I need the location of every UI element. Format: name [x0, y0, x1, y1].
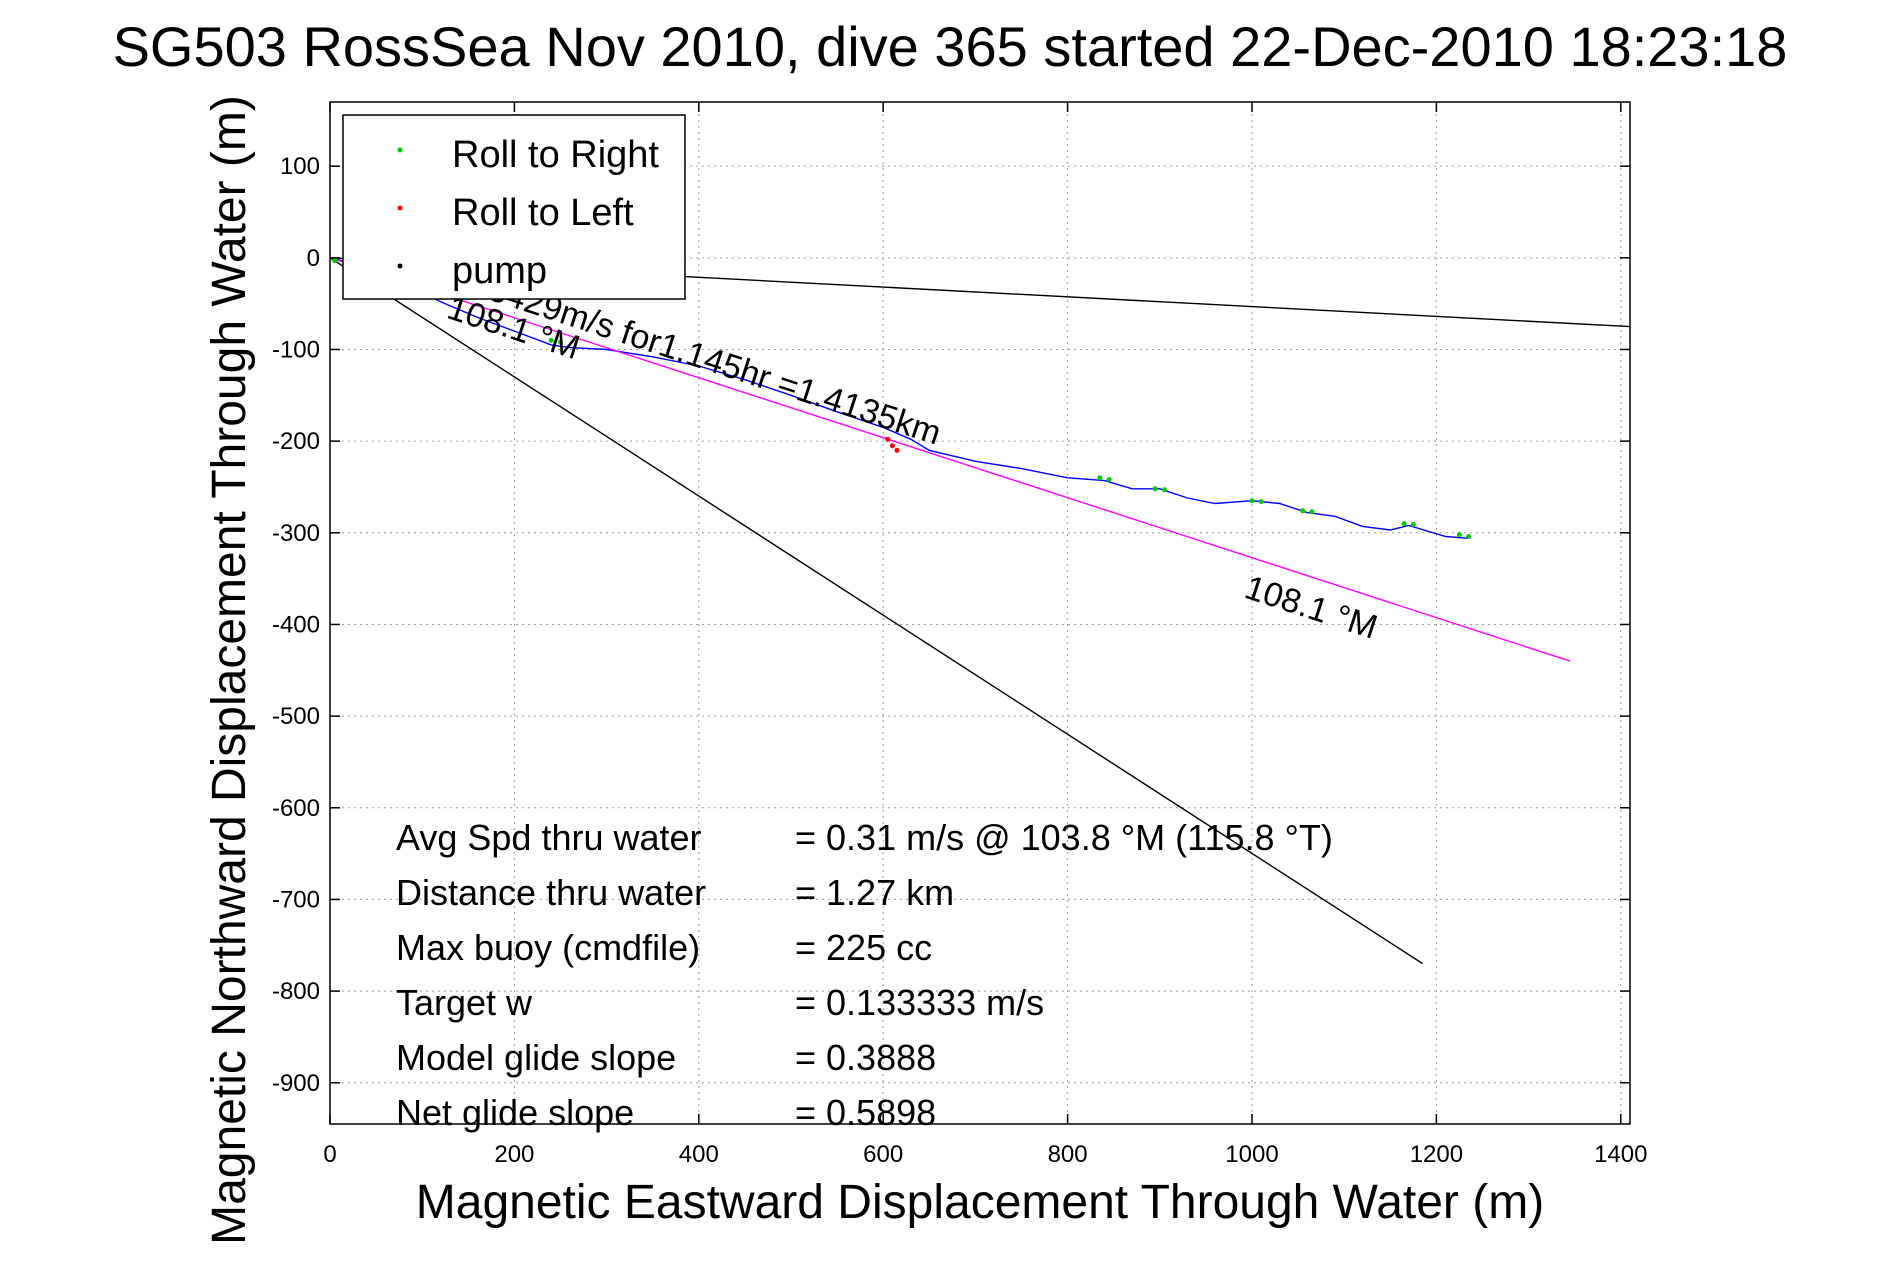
stat-value: = 0.3888: [795, 1037, 936, 1078]
series-line: [329, 257, 1571, 662]
roll-marker-right: [1249, 498, 1255, 504]
roll-marker-left: [894, 447, 900, 453]
legend-label: Roll to Right: [452, 134, 659, 176]
stat-value: = 225 cc: [795, 927, 932, 968]
stat-label: Max buoy (cmdfile): [396, 927, 700, 968]
y-tick-label: -400: [272, 611, 320, 638]
roll-marker-right: [548, 337, 554, 343]
y-tick-label: -700: [272, 886, 320, 913]
roll-marker-left: [885, 436, 891, 442]
roll-marker-right: [1258, 499, 1264, 505]
roll-marker-right: [332, 258, 338, 264]
x-tick-label: 400: [679, 1141, 719, 1168]
x-tick-label: 1000: [1225, 1141, 1278, 1168]
x-tick-label: 1200: [1410, 1141, 1463, 1168]
stat-value: = 0.31 m/s @ 103.8 °M (115.8 °T): [795, 817, 1333, 858]
stat-label: Distance thru water: [396, 872, 706, 913]
x-tick-label: 600: [863, 1141, 903, 1168]
stat-value: = 0.5898: [795, 1092, 936, 1133]
legend: Roll to Right Roll to Left pump: [342, 114, 686, 300]
stat-label: Avg Spd thru water: [396, 817, 702, 858]
grid-lines: [330, 102, 1630, 1124]
axis-ticks: 0 200 400 600 800 1000 1200 14001000-100-200-30…: [272, 102, 1647, 1168]
x-tick-label: 800: [1048, 1141, 1088, 1168]
legend-label: Roll to Left: [452, 192, 634, 234]
legend-label: pump: [452, 250, 547, 292]
series-line: [329, 257, 1423, 965]
stat-label: Target w: [396, 982, 533, 1023]
y-tick-label: -800: [272, 978, 320, 1005]
roll-marker-right: [1456, 532, 1462, 538]
roll-marker-right: [1161, 487, 1167, 493]
stat-value: = 0.133333 m/s: [795, 982, 1044, 1023]
roll-marker-right: [1410, 522, 1416, 528]
x-tick-label: 0: [323, 1141, 336, 1168]
roll-marker-left: [889, 443, 895, 449]
stat-label: Model glide slope: [396, 1037, 676, 1078]
x-axis-label: Magnetic Eastward Displacement Through W…: [416, 1176, 1544, 1229]
legend-marker: [397, 205, 403, 211]
y-tick-label: -200: [272, 428, 320, 455]
y-tick-label: 0: [307, 245, 320, 272]
chart-title: SG503 RossSea Nov 2010, dive 365 started…: [113, 15, 1788, 78]
roll-marker-right: [1152, 486, 1158, 492]
data-markers: [332, 258, 1472, 539]
roll-marker-right: [1097, 475, 1103, 481]
y-tick-label: 100: [280, 153, 320, 180]
roll-marker-right: [1466, 533, 1472, 539]
stat-value: = 1.27 km: [795, 872, 954, 913]
stat-label: Net glide slope: [396, 1092, 634, 1133]
roll-marker-right: [1106, 477, 1112, 483]
x-tick-label: 200: [494, 1141, 534, 1168]
roll-marker-right: [557, 339, 563, 345]
stats-block: Avg Spd thru water = 0.31 m/s @ 103.8 °M …: [396, 817, 1333, 1133]
legend-marker: [397, 147, 403, 153]
plot-frame: [329, 101, 1631, 1125]
y-axis-label: Magnetic Northward Displacement Through …: [203, 95, 256, 1245]
y-tick-label: -600: [272, 795, 320, 822]
y-tick-label: -900: [272, 1070, 320, 1097]
y-tick-label: -300: [272, 520, 320, 547]
x-tick-label: 1400: [1594, 1141, 1647, 1168]
series-line: [329, 257, 1469, 539]
y-tick-label: -100: [272, 336, 320, 363]
roll-marker-right: [1309, 509, 1315, 515]
y-tick-label: -500: [272, 703, 320, 730]
legend-marker: [397, 263, 403, 269]
roll-marker-right: [1300, 508, 1306, 514]
roll-marker-right: [1401, 521, 1407, 527]
